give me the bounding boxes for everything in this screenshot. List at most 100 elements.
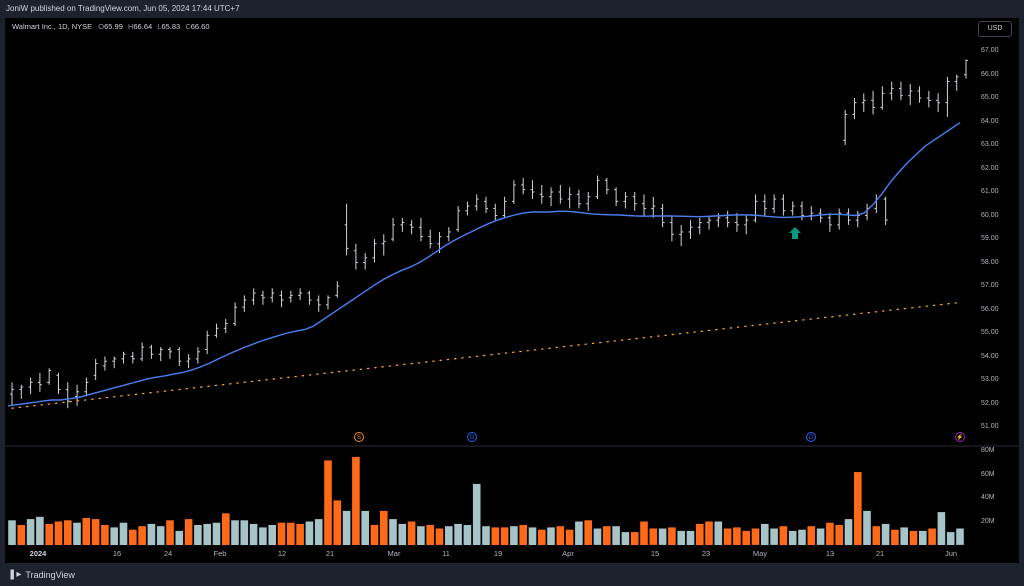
volume-bar [398,523,407,546]
volume-bar [854,472,862,545]
volume-bar [826,522,834,545]
volume-bar [352,456,360,545]
volume-bar [240,520,249,545]
time-axis-tick: 12 [277,549,287,558]
volume-bar [482,526,490,545]
volume-bar [928,528,936,545]
volume-bar [184,519,193,545]
volume-bar [807,526,816,545]
legend-close-key: C [185,22,191,31]
price-axis-tick: 52.00 [981,399,999,407]
volume-bar [463,525,472,545]
price-axis-tick: 61.00 [981,188,999,195]
split-event-icon[interactable]: S [354,432,364,442]
volume-bar [686,530,695,545]
dividend-event-icon[interactable]: D [806,432,816,442]
dividend-event-icon[interactable]: D [467,432,477,442]
brand-name: TradingView [25,569,75,580]
volume-bar [175,530,184,545]
volume-bar [212,522,221,545]
volume-bar [937,512,946,545]
volume-bar [779,526,788,545]
time-axis-tick: 16 [112,549,122,558]
price-axis-tick: 58.00 [981,258,999,266]
moving-average-slow-line [11,301,961,409]
time-axis-tick: 23 [701,549,711,558]
volume-bar [277,522,286,545]
price-axis-tick: 67.00 [981,47,999,54]
price-axis-tick: 51.00 [981,423,999,430]
volume-bar [36,516,44,545]
volume-bar [231,520,239,545]
volume-bar [816,528,825,545]
volume-bar [287,522,295,545]
volume-bar [333,500,342,545]
time-axis-tick: May [752,549,768,558]
volume-bar [881,523,890,546]
volume-bar [82,518,91,545]
bottom-bar [0,563,1024,586]
price-axis-tick: 53.00 [981,376,999,383]
volume-bar [54,521,63,545]
volume-bar [956,528,964,545]
time-axis-tick: 21 [875,549,885,558]
price-axis-tick: 57.00 [981,282,999,289]
price-axis-tick: 56.00 [981,305,999,313]
time-axis-tick: Apr [562,549,574,558]
volume-bar [919,530,927,545]
volume-bar [500,527,509,545]
volume-bar [733,527,741,545]
earnings-event-icon[interactable]: ⚡ [955,432,965,442]
volume-bar [324,460,332,545]
legend-low-key: L [157,22,162,31]
volume-bar [556,526,565,545]
time-axis-tick: Feb [213,549,227,558]
volume-bar [166,520,174,545]
volume-bar [770,528,778,545]
volume-bar [510,526,518,545]
currency-button[interactable]: USD [978,21,1012,37]
volume-bar [491,527,500,545]
time-axis-tick: 19 [493,549,503,558]
volume-bar [547,527,555,545]
volume-bar [45,523,53,546]
buy-signal-arrow-icon [789,227,801,239]
volume-bar [156,526,165,545]
chart-pane[interactable] [5,18,974,563]
volume-bar [761,523,769,546]
legend-close: 66.60 [190,22,210,31]
volume-bar [798,529,806,545]
volume-bar [370,525,379,545]
volume-bar [64,520,72,545]
volume-bar [640,521,648,545]
price-axis-pane[interactable] [974,18,1019,563]
volume-bar [528,527,537,545]
time-axis-tick: Mar [387,549,401,558]
time-axis-tick: 2024 [29,549,47,558]
volume-bar [129,529,137,545]
time-axis-tick: 21 [325,549,335,558]
volume-bar [630,532,639,545]
volume-bar [575,521,583,545]
legend-high-key: H [127,22,134,31]
volume-axis-tick: 20M [981,517,995,525]
volume-bar [138,526,146,545]
price-axis-tick: 64.00 [981,117,999,125]
volume-bar [26,519,35,545]
volume-bar [342,510,351,545]
price-axis-tick: 54.00 [981,352,999,360]
volume-bar [751,528,760,545]
chart-legend: Walmart Inc., 1D, NYSE O65.99 H66.64 L65… [12,22,210,31]
volume-bar [91,519,100,545]
time-axis-tick: 15 [650,549,660,558]
volume-bar [621,532,630,545]
volume-bar [380,510,388,545]
tradingview-brand[interactable]: ❚▸ TradingView [8,569,75,580]
volume-bar [909,530,918,545]
volume-bar [788,530,797,545]
volume-bar [222,513,230,545]
moving-average-fast-line [7,122,961,407]
volume-bar [668,527,676,545]
volume-bar [426,525,434,545]
